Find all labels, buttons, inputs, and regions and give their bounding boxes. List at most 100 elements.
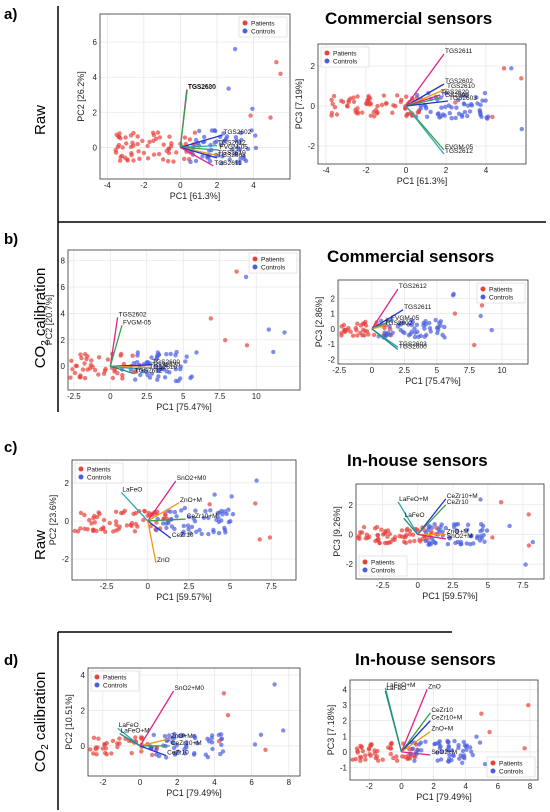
y-tick-label: -2 bbox=[308, 142, 316, 151]
patient-point bbox=[141, 517, 146, 523]
control-point bbox=[220, 154, 225, 159]
legend-box bbox=[358, 555, 408, 577]
loading-vector bbox=[405, 97, 441, 107]
control-point bbox=[412, 334, 418, 340]
panel-letter-d: d) bbox=[4, 652, 18, 669]
patient-point bbox=[102, 742, 107, 747]
loading-vector bbox=[147, 518, 186, 522]
x-tick-label: 4 bbox=[251, 181, 256, 190]
control-point bbox=[203, 752, 208, 757]
x-tick-label: -2 bbox=[99, 778, 107, 787]
patient-point bbox=[79, 355, 84, 361]
control-point bbox=[437, 745, 443, 751]
control-point bbox=[409, 329, 414, 334]
loading-label: CeZr10+M bbox=[447, 493, 478, 500]
control-point bbox=[183, 359, 188, 364]
y-tick-label: 1 bbox=[343, 732, 348, 741]
patient-point bbox=[156, 151, 162, 157]
control-point bbox=[149, 371, 154, 376]
control-point bbox=[243, 274, 249, 280]
patient-point bbox=[68, 375, 73, 380]
control-point bbox=[180, 531, 185, 537]
loading-label: TGS2600 bbox=[441, 92, 469, 99]
y-tick-label: 0 bbox=[349, 530, 354, 539]
control-point bbox=[151, 732, 156, 738]
x-tick-label: 6 bbox=[249, 778, 254, 787]
control-point bbox=[447, 535, 452, 540]
patient-point bbox=[379, 527, 384, 532]
control-point bbox=[434, 750, 440, 755]
patient-point bbox=[82, 512, 87, 518]
control-point bbox=[482, 761, 488, 767]
loading-vector bbox=[417, 533, 446, 540]
control-point bbox=[193, 508, 198, 513]
control-point bbox=[415, 329, 420, 334]
control-point bbox=[471, 541, 476, 546]
patient-point bbox=[405, 526, 410, 532]
control-point bbox=[389, 318, 394, 323]
x-tick-label: -2 bbox=[140, 181, 148, 190]
control-point bbox=[281, 728, 286, 733]
control-point bbox=[398, 322, 403, 327]
control-point bbox=[219, 732, 224, 737]
control-point bbox=[464, 743, 470, 748]
control-point bbox=[446, 745, 451, 750]
legend-controls-marker bbox=[362, 567, 368, 573]
patient-point bbox=[90, 364, 95, 369]
control-point bbox=[451, 753, 456, 758]
panel-title-d: In-house sensors bbox=[355, 650, 496, 669]
control-point bbox=[469, 102, 474, 107]
patient-point bbox=[113, 150, 119, 155]
patient-point bbox=[479, 711, 484, 716]
plot-d-left: -2 0 2 4 6 8024SnO2+M0LaFeOLaFeO+MZnO+MCeZr10… bbox=[64, 667, 301, 798]
patient-point bbox=[120, 145, 125, 150]
control-point bbox=[155, 377, 160, 382]
control-point bbox=[192, 519, 198, 524]
y-tick-label: 2 bbox=[65, 479, 70, 488]
control-point bbox=[185, 523, 191, 528]
control-point bbox=[519, 126, 524, 132]
patient-point bbox=[154, 520, 159, 525]
control-point bbox=[469, 749, 474, 754]
control-point bbox=[464, 93, 469, 98]
patient-point bbox=[234, 269, 239, 274]
control-point bbox=[172, 735, 177, 740]
patient-point bbox=[355, 106, 360, 111]
control-point bbox=[456, 111, 462, 117]
patient-point bbox=[395, 93, 400, 98]
loading-label: TGS2612 bbox=[399, 283, 427, 290]
control-point bbox=[236, 145, 241, 151]
control-point bbox=[412, 326, 417, 331]
loading-vector bbox=[110, 365, 149, 371]
plot-frame bbox=[317, 43, 527, 165]
patient-point bbox=[136, 149, 141, 154]
panel-letter-a: a) bbox=[4, 6, 17, 23]
x-tick-label: 2.5 bbox=[399, 366, 411, 375]
patient-point bbox=[385, 528, 391, 533]
control-point bbox=[453, 115, 458, 121]
loading-label: TGS2620 bbox=[441, 89, 469, 96]
x-tick-label: 8 bbox=[528, 782, 533, 791]
patient-point bbox=[141, 150, 147, 156]
control-point bbox=[433, 741, 438, 746]
patient-point bbox=[452, 311, 458, 316]
loading-label: ZnO+M bbox=[180, 497, 202, 504]
patient-point bbox=[110, 375, 116, 381]
control-point bbox=[435, 758, 440, 763]
y-tick-label: 0 bbox=[81, 742, 86, 751]
patient-point bbox=[339, 333, 344, 338]
control-point bbox=[135, 360, 140, 365]
patient-point bbox=[88, 747, 93, 752]
control-point bbox=[437, 320, 442, 326]
control-point bbox=[232, 46, 238, 52]
patient-point bbox=[388, 751, 393, 757]
control-point bbox=[443, 104, 448, 110]
patient-point bbox=[350, 333, 356, 338]
legend-patients-marker bbox=[242, 20, 248, 26]
legend-patients-label: Patients bbox=[261, 257, 285, 264]
patient-point bbox=[93, 745, 98, 750]
control-point bbox=[153, 363, 158, 369]
legend-controls-label: Controls bbox=[333, 59, 358, 66]
